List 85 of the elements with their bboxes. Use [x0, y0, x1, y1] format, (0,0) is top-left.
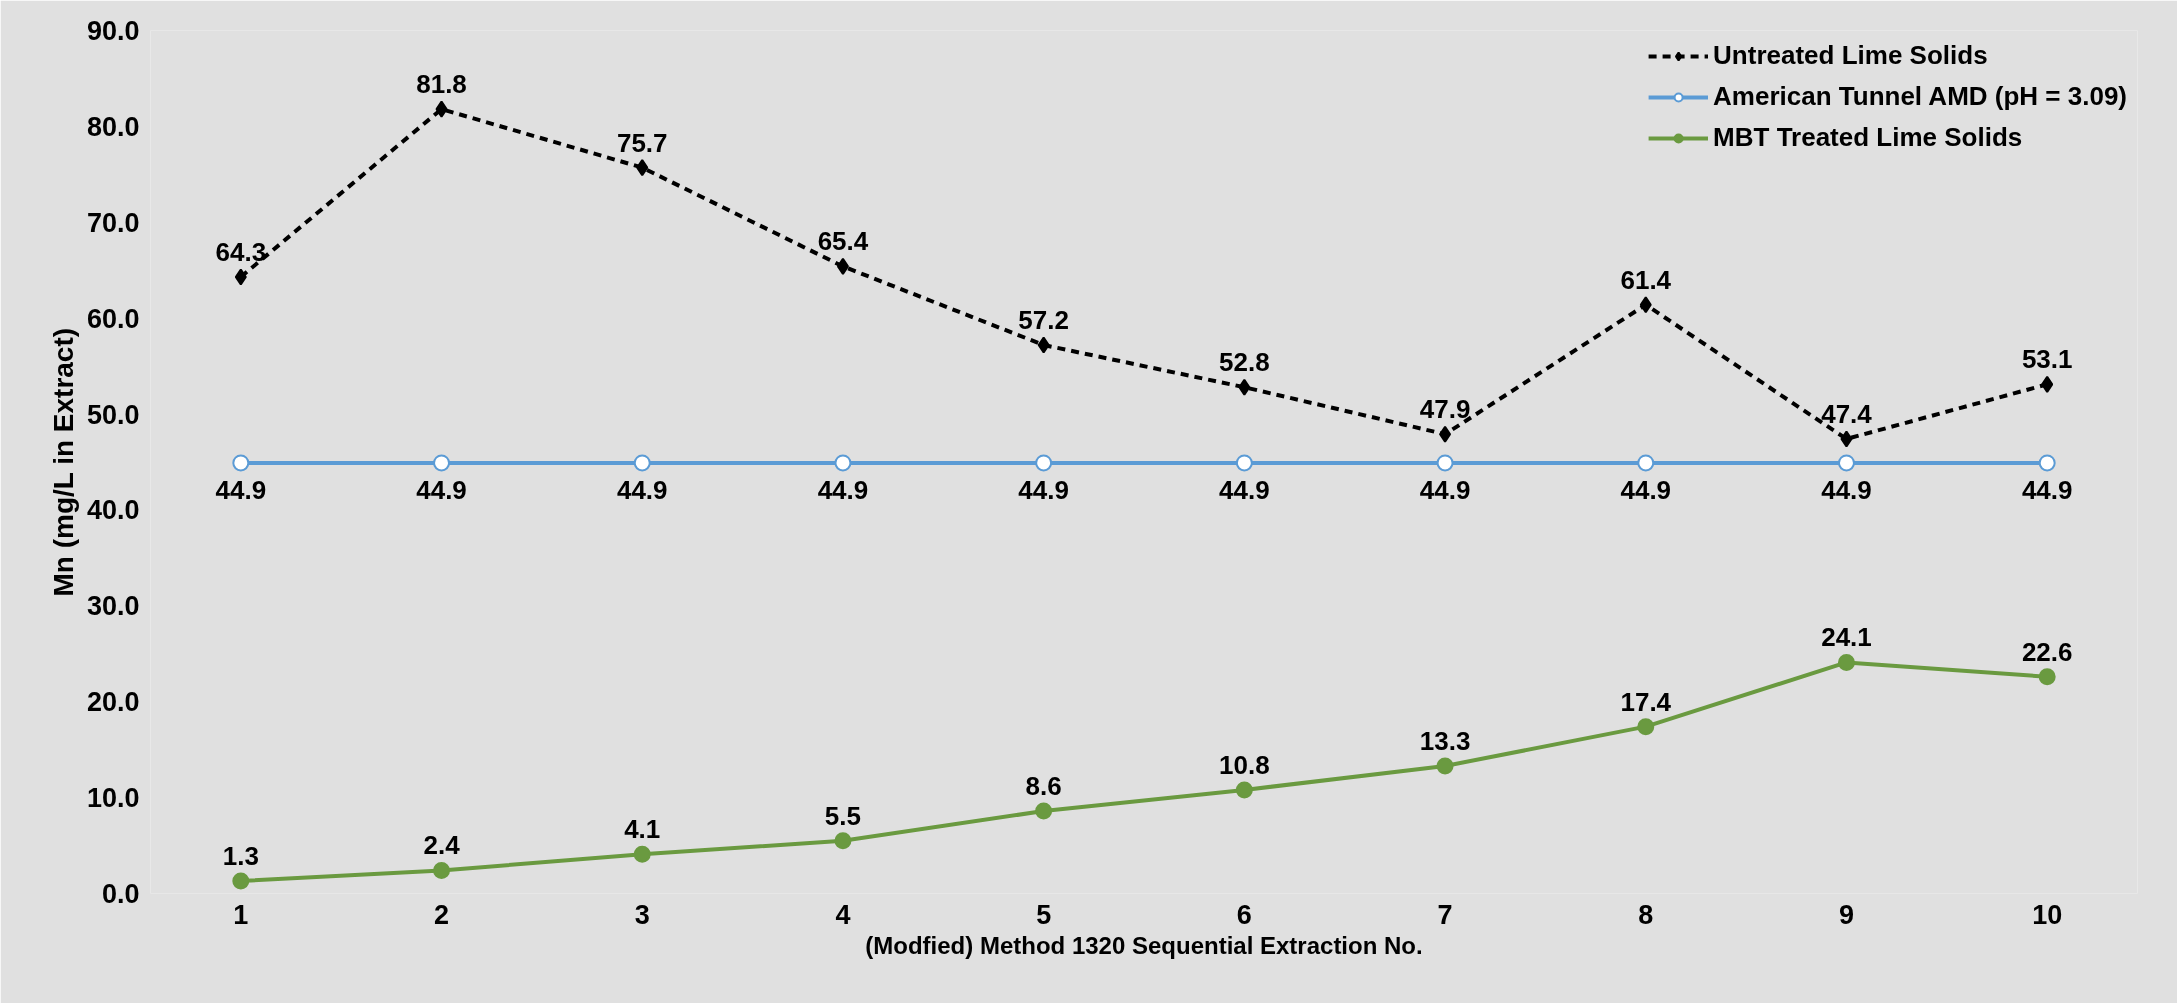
data-label: 47.9 [1419, 394, 1471, 425]
x-tick-label: 4 [835, 899, 851, 930]
point [636, 159, 649, 177]
point [435, 100, 448, 118]
data-label: 2.4 [423, 830, 461, 861]
point [1639, 296, 1652, 314]
x-tick-label: 3 [634, 899, 650, 930]
y-tick-label: 20.0 [86, 687, 140, 718]
point [1238, 378, 1251, 396]
y-tick-label: 10.0 [86, 783, 140, 814]
y-axis-title: Mn (mg/L in Extract) [47, 327, 79, 597]
y-tick-label: 70.0 [86, 207, 140, 238]
x-tick-label: 5 [1036, 899, 1052, 930]
point [433, 862, 451, 879]
point [1436, 454, 1454, 472]
point [1235, 781, 1253, 799]
data-label: 5.5 [824, 800, 862, 831]
data-label: 22.6 [2021, 636, 2073, 667]
y-tick-label: 30.0 [86, 591, 140, 622]
x-tick-label: 10 [2032, 899, 2063, 930]
data-label: 81.8 [416, 69, 467, 100]
x-tick-label: 2 [434, 899, 450, 930]
point [1637, 718, 1655, 736]
data-label: 1.3 [222, 841, 259, 872]
point [1837, 454, 1855, 472]
legend-label: Untreated Lime Solids [1713, 40, 1988, 71]
point [232, 454, 250, 472]
data-label: 44.9 [1219, 474, 1270, 505]
y-tick-label: 0.0 [101, 879, 140, 909]
point [834, 454, 852, 472]
data-label: 44.9 [2021, 474, 2073, 505]
point [1637, 454, 1655, 472]
legend-label: MBT Treated Lime Solids [1713, 122, 2023, 153]
data-label: 44.9 [416, 474, 467, 505]
point [1837, 653, 1855, 671]
x-tick-label: 9 [1838, 899, 1854, 930]
data-label: 47.4 [1821, 398, 1873, 429]
point [1436, 757, 1454, 775]
point [2041, 375, 2054, 393]
point [2038, 454, 2056, 472]
data-label: 65.4 [817, 226, 869, 257]
y-tick-label: 50.0 [86, 399, 140, 430]
point [633, 845, 651, 863]
point [633, 454, 651, 472]
x-tick-label: 6 [1236, 899, 1252, 930]
data-label: 75.7 [616, 127, 668, 158]
data-label: 53.1 [2021, 344, 2073, 375]
point [1840, 430, 1853, 448]
point [433, 454, 451, 472]
y-tick-label: 80.0 [86, 111, 140, 142]
x-tick-label: 7 [1437, 899, 1453, 930]
data-label: 44.9 [1419, 474, 1471, 505]
data-label: 17.4 [1620, 686, 1672, 717]
y-tick-label: 90.0 [86, 16, 140, 46]
data-label: 44.9 [817, 474, 869, 505]
point [1235, 454, 1253, 472]
x-tick-label: 8 [1638, 899, 1654, 930]
point [232, 872, 250, 890]
point [1037, 336, 1050, 354]
data-label: 44.9 [616, 474, 668, 505]
y-tick-label: 40.0 [86, 495, 140, 526]
data-label: 44.9 [1821, 474, 1872, 505]
legend-label: American Tunnel AMD (pH = 3.09) [1713, 81, 2127, 112]
x-tick-label: 1 [233, 899, 249, 930]
data-label: 44.9 [1620, 474, 1672, 505]
data-label: 24.1 [1821, 622, 1872, 653]
data-label: 44.9 [215, 474, 267, 505]
x-axis-title: (Modfied) Method 1320 Sequential Extraction No. [865, 931, 1423, 959]
data-label: 13.3 [1419, 725, 1471, 756]
point [834, 832, 852, 850]
point [1035, 454, 1053, 472]
data-label: 4.1 [624, 814, 661, 845]
point [2038, 668, 2056, 686]
data-label: 61.4 [1620, 264, 1672, 295]
data-label: 64.3 [215, 236, 267, 267]
data-label: 57.2 [1018, 305, 1069, 336]
y-tick-label: 60.0 [86, 303, 140, 334]
data-label: 52.8 [1219, 347, 1270, 378]
data-label: 8.6 [1025, 771, 1062, 802]
data-label: 10.8 [1219, 749, 1270, 780]
point [234, 268, 247, 286]
point [1439, 425, 1452, 443]
point [1035, 802, 1053, 820]
data-label: 44.9 [1018, 474, 1069, 505]
point [836, 257, 849, 275]
